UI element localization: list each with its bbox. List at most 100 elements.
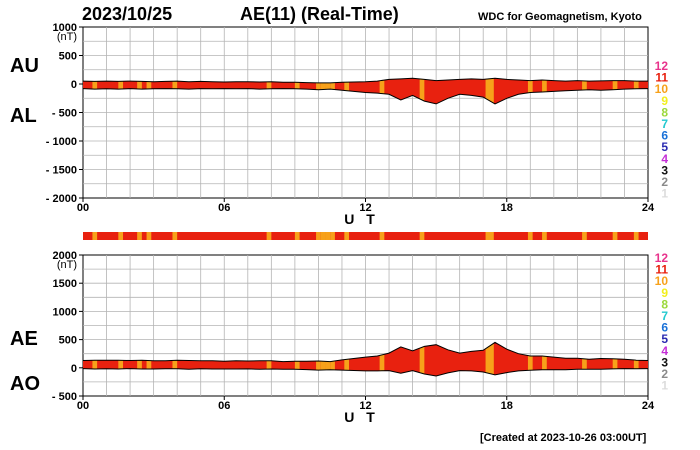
strip-band [320,232,326,240]
strip-band [92,232,98,240]
panel-ae-ao: 2000 1500 1000 500 0 - 500 (nT) 00 06 12 18 24 U T AE… [10,250,655,425]
y-tick-label: - 500 [52,108,77,120]
x-tick-label: 12 [359,400,371,412]
area-quality-band [527,342,533,376]
strip-band [542,232,547,240]
legend-item-7: 7 [661,117,668,131]
legend-item-6: 6 [661,129,668,143]
y-tick-label: - 1500 [46,165,77,177]
area-quality-band [419,78,425,104]
strip-band [266,232,272,240]
y-tick-label: 2000 [53,250,77,262]
y-tick-label: - 1000 [46,136,77,148]
strip-band [172,232,178,240]
strip-band [612,232,618,240]
x-tick-label: 24 [642,202,655,214]
strip-band [527,232,533,240]
x-tick-label: 06 [218,400,230,412]
strip-band [489,232,494,240]
x-tick-label: 00 [77,202,89,214]
area-quality-band [527,78,533,104]
created-timestamp: [Created at 2023-10-26 03:00UT] [480,432,647,444]
series-line-ao [82,368,649,377]
area-quality-band [379,342,385,376]
strip-band [582,232,587,240]
area-quality-band [489,78,494,104]
strip-band [316,232,321,240]
series-line-al [82,88,649,105]
strip-base [83,232,648,240]
strip-band [325,232,331,240]
quality-strip [83,232,648,240]
legend-item-3: 3 [661,355,668,369]
y-tick-label: 1500 [53,278,77,290]
strip-band [485,232,491,240]
area-quality-band [379,78,385,104]
area-quality-band [485,78,491,104]
legend-item-8: 8 [661,297,668,311]
y-unit-label: (nT) [57,31,77,43]
data-source: WDC for Geomagnetism, Kyoto [478,11,642,23]
legend-item-9: 9 [661,94,668,108]
x-tick-label: 12 [359,202,371,214]
y-unit-label: (nT) [57,259,77,271]
grid [83,27,648,198]
series-line-ae [82,341,649,363]
x-tick-label: 18 [501,202,513,214]
legend-item-2: 2 [661,367,668,381]
x-axis-label: U T [344,409,379,425]
legend-item-2: 2 [661,175,668,189]
x-tick-label: 06 [218,202,230,214]
area-quality-band [542,342,547,376]
area-quality-band [489,342,494,376]
legend-item-12: 12 [655,251,669,265]
strip-band [137,232,142,240]
legend-item-8: 8 [661,105,668,119]
strip-band [379,232,385,240]
legend-item-12: 12 [655,59,669,73]
area-quality-band [485,342,491,376]
area-quality-band [542,78,547,104]
legend-item-10: 10 [655,82,669,96]
series-label-ae: AE [10,328,38,350]
legend-item-11: 11 [655,263,668,277]
series-label-ao: AO [10,373,40,395]
strip-band [146,232,152,240]
strip-band [118,232,124,240]
legend-item-5: 5 [661,140,668,154]
strip-band [419,232,425,240]
strip-band [344,232,350,240]
y-tick-label: 500 [59,51,77,63]
legend-item-11: 11 [655,71,668,85]
series-label-au: AU [10,55,39,77]
series-label-al: AL [10,105,37,127]
legend-item-1: 1 [661,379,668,393]
strip-band [633,232,639,240]
y-tick-label: 0 [71,79,77,91]
legend-item-5: 5 [661,332,668,346]
x-axis-label: U T [344,211,379,227]
legend-item-4: 4 [661,152,668,166]
y-tick-label: 1000 [53,306,77,318]
chart-date: 2023/10/25 [82,4,173,24]
series-line-au [82,77,648,84]
legend-item-7: 7 [661,309,668,323]
x-tick-label: 18 [501,400,513,412]
legend-item-3: 3 [661,163,668,177]
legend-item-6: 6 [661,321,668,335]
y-tick-label: - 500 [52,391,77,403]
legend-item-4: 4 [661,344,668,358]
y-tick-label: 0 [71,363,77,375]
y-tick-label: 500 [59,335,77,347]
chart-title: AE(11) (Real-Time) [240,4,399,24]
legend-item-10: 10 [655,274,669,288]
y-tick-label: 1000 [53,22,77,34]
panel-au-al: 1000 500 0 - 500 - 1000 - 1500 - 2000 (nT) 00 06 1… [10,22,655,227]
legend-item-1: 1 [661,187,668,201]
x-tick-label: 24 [642,400,655,412]
y-tick-label: - 2000 [46,193,77,205]
legend-item-9: 9 [661,286,668,300]
